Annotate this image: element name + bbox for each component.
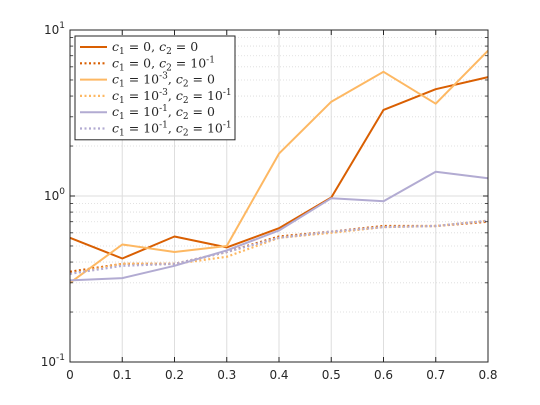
x-tick-label: 0.1: [113, 368, 132, 382]
series-line-5: [69, 170, 489, 282]
series-line-3: [69, 49, 489, 284]
legend-var: c: [112, 55, 119, 70]
legend-subscript: 1: [119, 63, 125, 73]
legend-text: = 10: [189, 121, 223, 136]
legend-subscript: 1: [119, 112, 125, 122]
legend-text: ,: [168, 72, 176, 87]
ticks: [69, 29, 489, 363]
legend-label-1: c1 = 0, c2 = 0: [112, 39, 198, 57]
legend-text: = 10: [189, 88, 223, 103]
legend-text: = 0: [189, 104, 215, 119]
x-tick-label: 0.4: [269, 368, 288, 382]
legend-var: c: [176, 104, 183, 119]
legend: c1 = 0, c2 = 0c1 = 0, c2 = 10-1c1 = 10-3…: [74, 35, 236, 141]
legend-superscript: -1: [206, 55, 215, 65]
legend-subscript: 2: [166, 47, 172, 57]
y-tick-label: 101: [44, 21, 65, 37]
legend-superscript: -1: [159, 121, 168, 131]
series-line-1: [69, 76, 489, 260]
y-tick-exponent: 0: [59, 187, 65, 197]
x-tick-labels: 0 0.1 0.2 0.3 0.4 0.5 0.6 0.7 0.8: [66, 368, 497, 382]
legend-label-4: c1 = 10-3, c2 = 10-1: [112, 88, 232, 106]
legend-subscript: 2: [183, 80, 189, 90]
legend-superscript: -1: [223, 88, 232, 98]
legend-subscript: 2: [183, 112, 189, 122]
legend-text: = 0: [172, 39, 198, 54]
legend-var: c: [176, 72, 183, 87]
legend-box: [74, 35, 236, 141]
x-tick-label: 0.5: [322, 368, 341, 382]
series-layer: [69, 49, 489, 284]
legend-label-2: c1 = 0, c2 = 10-1: [112, 55, 215, 73]
legend-text: ,: [168, 88, 176, 103]
legend-label-6: c1 = 10-1, c2 = 10-1: [112, 121, 232, 139]
legend-var: c: [159, 39, 166, 54]
legend-var: c: [112, 121, 119, 136]
legend-superscript: -3: [159, 88, 168, 98]
legend-text: = 0,: [125, 55, 159, 70]
legend-var: c: [112, 72, 119, 87]
legend-text: = 0: [189, 72, 215, 87]
legend-superscript: -1: [159, 104, 168, 114]
legend-text: = 10: [125, 72, 159, 87]
legend-text: = 0,: [125, 39, 159, 54]
legend-var: c: [176, 121, 183, 136]
legend-label-5: c1 = 10-1, c2 = 0: [112, 104, 215, 122]
y-tick-exponent: 1: [59, 21, 65, 31]
legend-subscript: 1: [119, 96, 125, 106]
legend-text: = 10: [125, 104, 159, 119]
legend-var: c: [112, 88, 119, 103]
legend-var: c: [112, 104, 119, 119]
legend-subscript: 2: [183, 96, 189, 106]
y-tick-label: 10-1: [41, 353, 65, 369]
legend-subscript: 1: [119, 80, 125, 90]
legend-text: ,: [168, 104, 176, 119]
x-tick-label: 0.2: [165, 368, 184, 382]
y-tick-label: 100: [44, 187, 65, 203]
legend-label-3: c1 = 10-3, c2 = 0: [112, 72, 215, 90]
legend-text: = 10: [172, 55, 206, 70]
legend-text: = 10: [125, 88, 159, 103]
legend-subscript: 2: [166, 63, 172, 73]
x-tick-label: 0: [66, 368, 74, 382]
legend-subscript: 1: [119, 129, 125, 139]
x-tick-label: 0.8: [478, 368, 497, 382]
legend-subscript: 2: [183, 129, 189, 139]
x-tick-label: 0.3: [217, 368, 236, 382]
x-tick-label: 0.6: [374, 368, 393, 382]
legend-var: c: [112, 39, 119, 54]
legend-var: c: [159, 55, 166, 70]
legend-subscript: 1: [119, 47, 125, 57]
x-tick-label: 0.7: [426, 368, 445, 382]
legend-superscript: -1: [223, 121, 232, 131]
legend-text: = 10: [125, 121, 159, 136]
legend-var: c: [176, 88, 183, 103]
legend-superscript: -3: [159, 72, 168, 82]
y-tick-exponent: -1: [56, 353, 65, 363]
legend-text: ,: [168, 121, 176, 136]
series-line-6: [69, 219, 489, 275]
